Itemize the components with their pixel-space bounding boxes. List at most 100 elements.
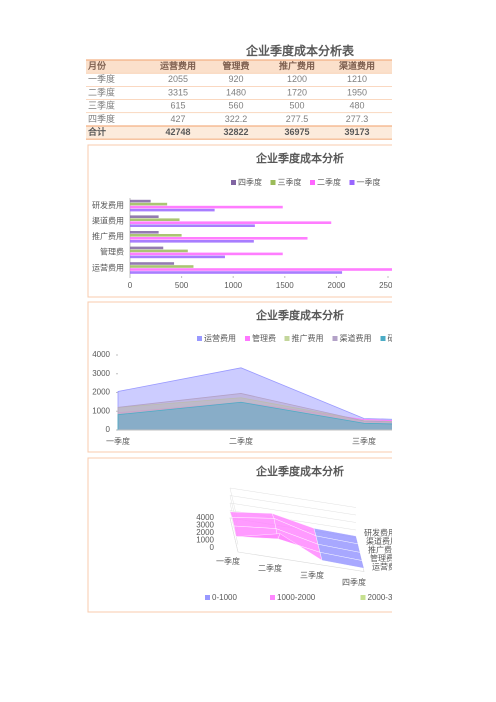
table-cell: 管理费 — [222, 60, 249, 71]
bar — [130, 234, 182, 237]
x-tick-label: 1500 — [276, 281, 294, 290]
table-cell: 运营费用 — [160, 60, 196, 71]
z-tick-label: 3000 — [196, 521, 214, 530]
legend-swatch — [245, 336, 250, 341]
x-tick-label: 三季度 — [300, 570, 324, 580]
bar — [130, 246, 164, 250]
y-tick-label: 3000 — [92, 369, 110, 378]
table-cell: 615 — [170, 101, 185, 111]
table-cell: 2055 — [168, 74, 188, 84]
bar — [130, 265, 194, 268]
legend-swatch — [451, 595, 456, 600]
bar — [130, 224, 255, 227]
y-tick-label: 4000 — [92, 350, 110, 359]
table-cell: 四季度 — [88, 113, 115, 124]
chart-title: 企业季度成本分析 — [255, 464, 344, 478]
bar — [130, 205, 283, 209]
table-cell: 1950 — [347, 87, 367, 97]
bar — [130, 255, 225, 259]
table-cell: 427 — [170, 114, 185, 124]
area — [117, 401, 392, 431]
table-cell: 1720 — [287, 87, 307, 97]
legend-label: 运营费用 — [204, 333, 236, 343]
table-cell: 277.5 — [286, 114, 309, 124]
y-tick-label: 运营费用 — [372, 562, 404, 572]
legend-swatch — [332, 336, 338, 341]
legend-swatch — [349, 180, 355, 185]
y-tick-label: 运营费用 — [92, 262, 124, 272]
bar — [130, 262, 175, 265]
legend-swatch — [380, 336, 386, 341]
y-tick-label: 渠道费用 — [92, 216, 124, 226]
x-tick-label: 2500 — [379, 281, 397, 290]
bar — [130, 215, 159, 218]
header-bg — [86, 60, 392, 74]
legend-label: 一季度 — [357, 177, 381, 187]
z-tick-label: 4000 — [196, 513, 214, 522]
legend-swatch — [205, 595, 210, 600]
x-tick-label: 四季度 — [342, 577, 366, 587]
z-tick-label: 1000 — [196, 536, 214, 545]
z-tick-label: 0 — [210, 543, 215, 552]
table-cell: 二季度 — [88, 86, 115, 97]
bar — [130, 221, 332, 224]
bar — [130, 271, 343, 274]
table-cell: 480 — [349, 101, 364, 111]
chart-title: 企业季度成本分析 — [255, 308, 344, 322]
bar — [130, 218, 180, 221]
legend-swatch — [231, 180, 236, 185]
table-cell: 推广费用 — [279, 60, 315, 71]
y-tick-label: 研发费用 — [92, 200, 124, 210]
table-cell: 322.2 — [225, 114, 248, 124]
total-bg — [86, 126, 392, 140]
y-tick-label: 0 — [106, 425, 111, 434]
legend-swatch — [360, 595, 366, 600]
x-tick-label: 三季度 — [352, 436, 376, 446]
y-tick-label: 管理费 — [370, 553, 394, 563]
x-tick-label: 500 — [175, 281, 189, 290]
legend-label: 研发费用 — [388, 333, 420, 343]
z-tick-label: 2000 — [196, 528, 214, 537]
x-tick-label: 二季度 — [229, 436, 253, 446]
legend-label: 2000-3000 — [368, 593, 407, 602]
table-cell: 277.3 — [346, 114, 369, 124]
bar — [130, 252, 283, 256]
table-cell: 1210 — [347, 74, 367, 84]
legend-swatch — [270, 595, 275, 600]
grid-line — [229, 487, 357, 523]
table-cell: 39173 — [344, 127, 369, 137]
legend-label: 3000-4000 — [458, 593, 496, 602]
y-tick-label: 推广费用 — [368, 545, 400, 555]
table-cell: 42748 — [165, 127, 190, 137]
y-tick-label: 研发费用 — [364, 528, 396, 538]
bar — [130, 240, 254, 243]
bar — [130, 202, 168, 206]
table-cell: 36975 — [284, 127, 309, 137]
table-cell: 32822 — [223, 127, 248, 137]
table-title: 企业季度成本分析表 — [245, 43, 355, 58]
table-cell: 500 — [289, 101, 304, 111]
legend-swatch — [310, 180, 315, 185]
table-cell: 月份 — [87, 60, 107, 71]
legend-label: 四季度 — [238, 177, 262, 187]
y-tick-label: 推广费用 — [92, 231, 124, 241]
y-tick-label: 2000 — [92, 388, 110, 397]
legend-swatch — [284, 336, 290, 341]
surface-patch — [319, 552, 365, 569]
legend-swatch — [197, 336, 202, 341]
y-tick-label: 渠道费用 — [366, 536, 398, 546]
x-tick-label: 2000 — [328, 281, 346, 290]
x-tick-label: 1000 — [224, 281, 242, 290]
table-cell: 3315 — [168, 87, 188, 97]
x-tick-label: 四季度 — [475, 436, 496, 446]
table-cell: 1200 — [287, 74, 307, 84]
x-tick-label: 一季度 — [216, 556, 240, 566]
table-cell: 一季度 — [88, 73, 115, 84]
chart-title: 企业季度成本分析 — [255, 151, 344, 165]
table-cell: 1480 — [226, 87, 246, 97]
table-cell: 合计 — [88, 126, 106, 137]
legend-swatch — [270, 180, 276, 185]
legend-label: 三季度 — [278, 177, 302, 187]
legend-label: 推广费用 — [292, 333, 324, 343]
